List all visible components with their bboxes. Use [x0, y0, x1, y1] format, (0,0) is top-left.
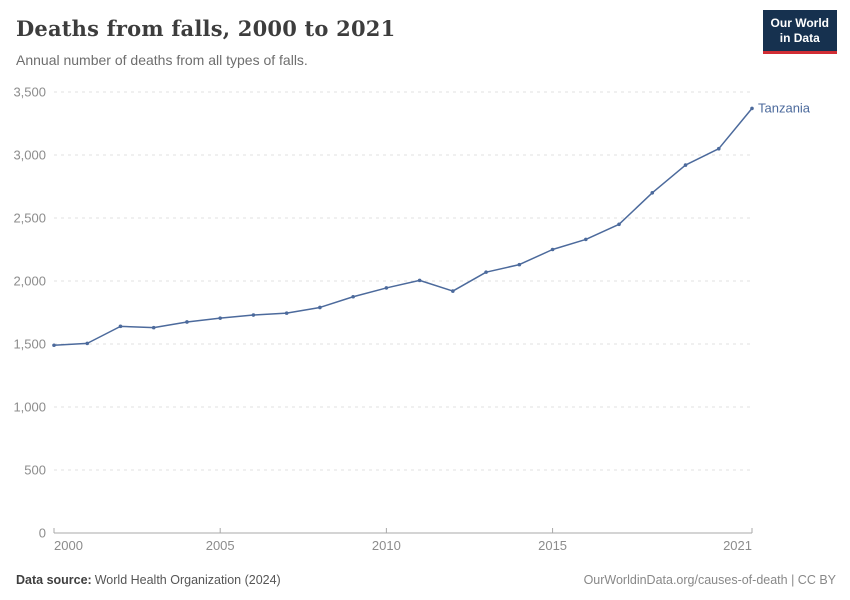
data-point-2010[interactable]	[384, 286, 389, 290]
series-line-tanzania[interactable]	[53, 107, 753, 347]
data-point-2005[interactable]	[218, 316, 222, 320]
y-axis-tick-label: 1,500	[13, 337, 46, 352]
data-point-2012[interactable]	[451, 289, 455, 293]
data-point-2000[interactable]	[52, 343, 56, 348]
logo-line-1: Our World	[770, 16, 829, 30]
attribution: OurWorldinData.org/causes-of-death | CC …	[583, 573, 836, 587]
data-point-2002[interactable]	[118, 324, 123, 329]
y-axis-tick-label: 3,000	[13, 148, 46, 163]
logo-line-2: in Data	[779, 31, 820, 45]
chart-footer: Data source: World Health Organization (2…	[16, 573, 836, 587]
data-source-label: Data source:	[16, 573, 92, 587]
y-axis-tick-label: 1,000	[13, 400, 46, 415]
data-point-2011[interactable]	[417, 278, 422, 283]
data-point-2016[interactable]	[584, 237, 588, 242]
data-point-2004[interactable]	[185, 320, 189, 324]
data-point-2019[interactable]	[683, 163, 688, 167]
data-point-2013[interactable]	[484, 270, 488, 274]
data-point-2014[interactable]	[517, 262, 522, 267]
data-point-2015[interactable]	[550, 247, 555, 252]
y-axis-tick-label: 3,500	[13, 85, 46, 100]
data-point-2008[interactable]	[318, 305, 322, 310]
x-axis-tick-label: 2015	[538, 538, 567, 553]
data-point-2009[interactable]	[351, 294, 355, 299]
x-axis-tick-label: 2005	[206, 538, 235, 553]
chart-title: Deaths from falls, 2000 to 2021	[16, 16, 396, 41]
data-point-2007[interactable]	[284, 311, 289, 315]
y-axis-tick-label: 2,000	[13, 274, 46, 289]
data-point-2003[interactable]	[151, 325, 156, 330]
x-axis-tick-label: 2000	[54, 538, 83, 553]
data-source: Data source: World Health Organization (2…	[16, 573, 281, 587]
data-point-2020[interactable]	[716, 146, 721, 151]
x-axis-tick-label: 2010	[372, 538, 401, 553]
y-axis-tick-label: 500	[24, 463, 46, 478]
owid-logo[interactable]: Our World in Data	[762, 10, 837, 54]
data-source-value: World Health Organization (2024)	[94, 573, 281, 587]
series-end-label[interactable]: Tanzania	[758, 100, 811, 115]
data-point-2021[interactable]	[750, 106, 754, 111]
chart-subtitle: Annual number of deaths from all types o…	[16, 52, 308, 68]
y-axis-tick-label: 0	[39, 526, 46, 541]
data-point-2006[interactable]	[251, 313, 256, 317]
y-axis-tick-label: 2,500	[13, 211, 46, 226]
data-point-2017[interactable]	[617, 222, 621, 227]
data-point-2018[interactable]	[650, 191, 655, 195]
data-point-2001[interactable]	[85, 341, 90, 346]
x-axis-tick-label: 2021	[723, 538, 752, 553]
